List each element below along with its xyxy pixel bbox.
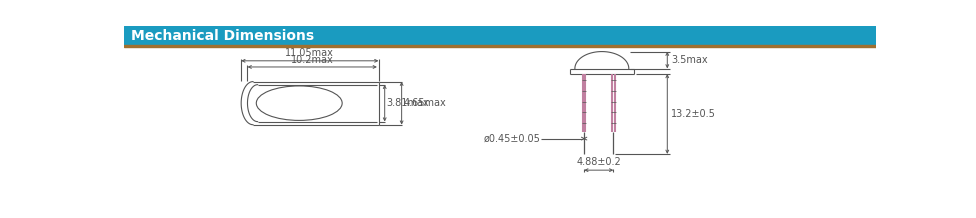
Text: 4.65max: 4.65max	[403, 98, 446, 108]
Text: 3.5max: 3.5max	[671, 55, 708, 65]
Text: 4.88±0.2: 4.88±0.2	[577, 157, 621, 167]
Text: 11.05max: 11.05max	[285, 48, 335, 58]
Text: 13.2±0.5: 13.2±0.5	[671, 109, 716, 119]
Bar	[124, 26, 876, 45]
Text: 3.81max: 3.81max	[386, 98, 428, 108]
Text: Mechanical Dimensions: Mechanical Dimensions	[131, 29, 313, 43]
Text: 10.2max: 10.2max	[291, 55, 334, 65]
Text: ø0.45±0.05: ø0.45±0.05	[483, 134, 541, 144]
Bar	[124, 45, 876, 47]
